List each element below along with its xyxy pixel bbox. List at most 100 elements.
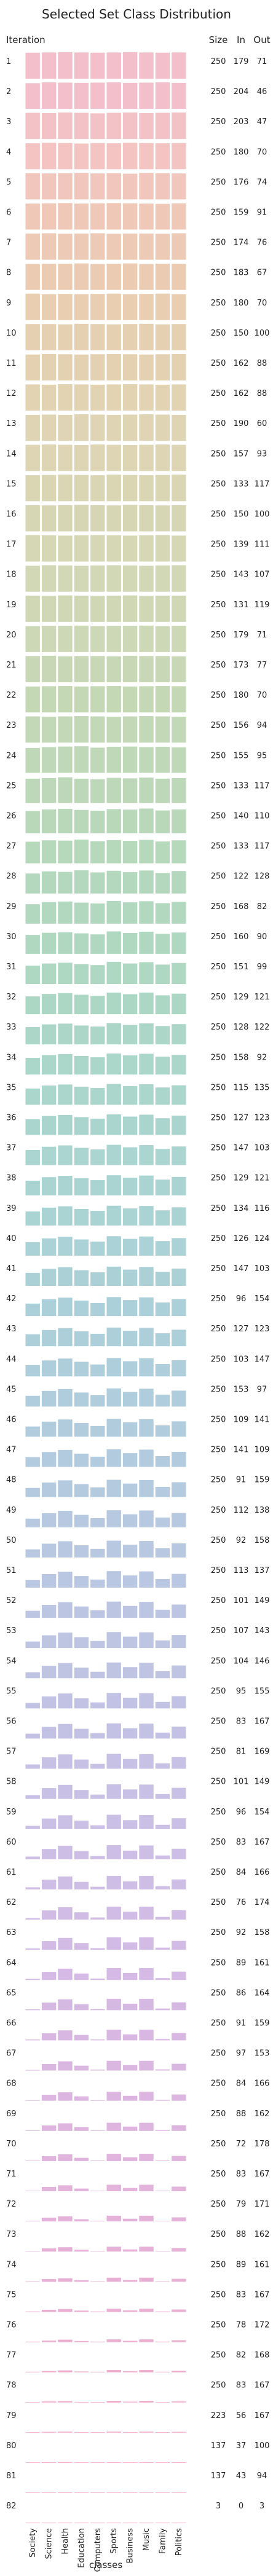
bar xyxy=(74,839,89,864)
size-value: 250 xyxy=(211,329,226,338)
bar xyxy=(25,1027,40,1045)
iteration-label: 80 xyxy=(6,2441,17,2451)
bar xyxy=(74,1454,89,1467)
bar xyxy=(90,2130,105,2131)
out-value: 90 xyxy=(257,932,267,942)
size-value: 250 xyxy=(211,691,226,700)
bar xyxy=(122,263,138,290)
iteration-label: 14 xyxy=(6,449,17,459)
bar xyxy=(122,655,138,682)
iteration-label: 45 xyxy=(6,1385,17,1394)
bar xyxy=(139,354,154,380)
bar xyxy=(58,1968,73,1980)
bar xyxy=(90,2009,105,2011)
bar xyxy=(139,82,154,109)
bar xyxy=(106,1937,121,1950)
iteration-row: 60 250 83 167 xyxy=(6,1838,269,1859)
in-value: 173 xyxy=(234,661,249,670)
x-tick-label: Politics xyxy=(175,2528,184,2556)
bar xyxy=(58,2216,73,2222)
bar xyxy=(74,1943,89,1950)
bar xyxy=(90,1979,105,1980)
size-value: 250 xyxy=(211,1626,226,1636)
bar xyxy=(41,1299,57,1317)
bar xyxy=(41,535,57,562)
bar xyxy=(155,1947,170,1950)
out-value: 47 xyxy=(257,117,267,127)
iteration-row: 55 250 95 155 xyxy=(6,1687,269,1709)
bar xyxy=(25,384,40,411)
out-value: 88 xyxy=(257,389,267,398)
bar xyxy=(58,872,73,894)
bar xyxy=(172,2309,186,2312)
bar xyxy=(122,1483,138,1497)
size-value: 250 xyxy=(211,1294,226,1304)
bar xyxy=(172,1543,186,1558)
in-value: 81 xyxy=(236,1747,247,1757)
bar xyxy=(58,1298,73,1317)
in-value: 129 xyxy=(234,1174,249,1183)
bar xyxy=(90,2432,105,2433)
bar xyxy=(122,1453,138,1467)
bar xyxy=(139,444,154,471)
bar xyxy=(155,1886,170,1889)
iteration-label: 63 xyxy=(6,1928,17,1937)
in-value: 84 xyxy=(236,2079,247,2089)
bar xyxy=(106,870,121,894)
out-value: 149 xyxy=(255,1596,270,1605)
bar xyxy=(41,2156,57,2161)
in-value: 84 xyxy=(236,1868,247,1877)
bar xyxy=(139,2247,154,2252)
iteration-row: 74 250 89 161 xyxy=(6,2260,269,2282)
iteration-label: 34 xyxy=(6,1053,17,1062)
bar xyxy=(90,203,105,230)
bar xyxy=(172,2492,186,2493)
iteration-label: 29 xyxy=(6,902,17,912)
bar xyxy=(74,323,89,350)
bar xyxy=(172,1329,186,1347)
iteration-row: 40 250 126 124 xyxy=(6,1234,269,1256)
iteration-row: 49 250 112 138 xyxy=(6,1506,269,1527)
bar xyxy=(74,1790,89,1799)
bar xyxy=(74,1759,89,1769)
iteration-row: 76 250 78 172 xyxy=(6,2321,269,2342)
in-value: 76 xyxy=(236,1898,247,1907)
bar xyxy=(155,1701,170,1709)
bar xyxy=(172,2401,186,2403)
x-tick-label: Music xyxy=(142,2528,151,2551)
bar xyxy=(58,2309,73,2312)
bar xyxy=(41,2095,57,2101)
bar xyxy=(155,384,170,411)
size-value: 250 xyxy=(211,1958,226,1967)
bar xyxy=(90,1026,105,1045)
bar xyxy=(74,2034,89,2041)
bar xyxy=(139,962,154,984)
iteration-label: 30 xyxy=(6,932,17,942)
bar xyxy=(172,1971,186,1980)
bar xyxy=(90,1948,105,1950)
bar xyxy=(172,1940,186,1950)
iteration-header: Iteration xyxy=(6,34,46,45)
iteration-label: 42 xyxy=(6,1294,17,1304)
bar xyxy=(58,444,73,471)
bar xyxy=(58,1023,73,1045)
iteration-row: 30 250 160 90 xyxy=(6,931,267,954)
bar xyxy=(155,2069,170,2071)
bar xyxy=(74,1821,89,1829)
bar xyxy=(90,1641,105,1648)
bar xyxy=(41,143,57,170)
out-value: 147 xyxy=(255,1355,270,1364)
bar xyxy=(172,2370,186,2373)
in-value: 78 xyxy=(236,2321,247,2330)
bar xyxy=(139,747,154,773)
bar xyxy=(122,595,138,622)
iteration-label: 60 xyxy=(6,1838,17,1847)
in-value: 158 xyxy=(234,1053,249,1062)
bar xyxy=(122,1025,138,1045)
iteration-label: 25 xyxy=(6,781,17,790)
bar xyxy=(74,1086,89,1105)
bar xyxy=(106,234,121,260)
bar xyxy=(25,1487,40,1497)
bar xyxy=(58,2123,73,2131)
out-value: 178 xyxy=(255,2140,270,2149)
